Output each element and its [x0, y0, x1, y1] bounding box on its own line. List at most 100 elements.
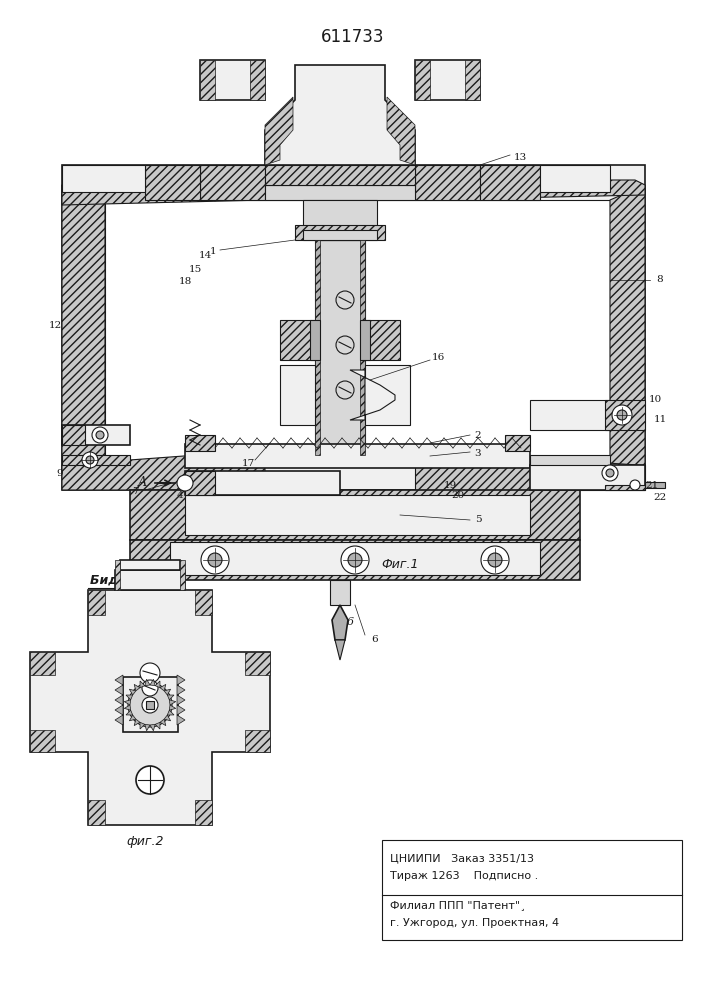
Circle shape: [336, 381, 354, 399]
Polygon shape: [150, 679, 155, 686]
Polygon shape: [415, 60, 480, 100]
Polygon shape: [200, 165, 265, 200]
Text: 6: 6: [372, 636, 378, 645]
Polygon shape: [140, 681, 145, 688]
Polygon shape: [365, 365, 410, 425]
Polygon shape: [245, 730, 270, 752]
Polygon shape: [168, 710, 174, 715]
Text: Бид А: Бид А: [90, 574, 132, 586]
Polygon shape: [245, 652, 270, 675]
Polygon shape: [134, 684, 140, 691]
Polygon shape: [134, 719, 140, 726]
Text: 1: 1: [210, 247, 216, 256]
Polygon shape: [115, 685, 123, 695]
Polygon shape: [169, 700, 176, 705]
Polygon shape: [177, 695, 185, 705]
Bar: [310, 320, 320, 360]
Text: 7: 7: [148, 786, 156, 794]
Polygon shape: [88, 590, 105, 615]
Polygon shape: [145, 165, 200, 200]
Text: 21: 21: [645, 481, 659, 489]
Polygon shape: [280, 320, 315, 360]
Text: 19: 19: [443, 481, 457, 489]
Circle shape: [201, 546, 229, 574]
Circle shape: [612, 405, 632, 425]
Circle shape: [82, 452, 98, 468]
Polygon shape: [250, 60, 265, 100]
Polygon shape: [415, 180, 645, 200]
Polygon shape: [465, 60, 480, 100]
Circle shape: [140, 663, 160, 683]
Polygon shape: [105, 200, 610, 465]
Circle shape: [488, 553, 502, 567]
Polygon shape: [177, 675, 185, 685]
Polygon shape: [115, 715, 123, 725]
Polygon shape: [62, 450, 265, 490]
Polygon shape: [530, 465, 645, 490]
Text: 11: 11: [653, 416, 667, 424]
Text: Фиг.1: Фиг.1: [381, 558, 419, 572]
Polygon shape: [195, 590, 212, 615]
Text: 14: 14: [199, 250, 211, 259]
Text: 3: 3: [474, 448, 481, 458]
Text: 12: 12: [48, 320, 62, 330]
Polygon shape: [177, 705, 185, 715]
Polygon shape: [30, 652, 55, 675]
Polygon shape: [129, 715, 136, 721]
Polygon shape: [332, 605, 348, 640]
Polygon shape: [155, 722, 160, 729]
Circle shape: [630, 480, 640, 490]
Circle shape: [348, 553, 362, 567]
Circle shape: [481, 546, 509, 574]
Text: 13: 13: [513, 152, 527, 161]
Polygon shape: [315, 240, 320, 455]
Polygon shape: [335, 640, 345, 660]
Polygon shape: [185, 435, 215, 451]
Polygon shape: [62, 165, 645, 490]
Polygon shape: [62, 425, 85, 445]
Text: 7: 7: [132, 488, 139, 496]
Polygon shape: [610, 185, 645, 470]
Polygon shape: [605, 400, 645, 430]
Polygon shape: [124, 700, 131, 705]
Polygon shape: [88, 800, 105, 825]
Polygon shape: [415, 60, 430, 100]
Polygon shape: [185, 471, 215, 495]
Text: Тираж 1263    Подписно .: Тираж 1263 Подписно .: [390, 871, 538, 881]
Circle shape: [617, 410, 627, 420]
Text: 2: 2: [222, 656, 228, 664]
Text: 16: 16: [431, 354, 445, 362]
Circle shape: [96, 431, 104, 439]
Polygon shape: [124, 705, 131, 710]
Polygon shape: [177, 715, 185, 725]
Polygon shape: [130, 540, 580, 580]
Polygon shape: [505, 435, 530, 451]
Text: Филиал ППП "Патент"¸: Филиал ППП "Патент"¸: [390, 900, 526, 910]
Polygon shape: [350, 370, 395, 420]
Text: 9: 9: [57, 468, 64, 478]
Text: 2: 2: [474, 430, 481, 440]
Polygon shape: [120, 560, 180, 570]
Text: 611733: 611733: [321, 28, 385, 46]
Polygon shape: [530, 400, 610, 430]
Polygon shape: [164, 715, 170, 721]
Text: 5: 5: [474, 516, 481, 524]
Circle shape: [341, 546, 369, 574]
Bar: [123, 677, 178, 732]
Circle shape: [142, 697, 158, 713]
Polygon shape: [150, 724, 155, 731]
Circle shape: [92, 427, 108, 443]
Polygon shape: [115, 705, 123, 715]
Polygon shape: [115, 570, 185, 590]
Text: А: А: [137, 477, 147, 489]
Text: ЦНИИПИ   Заказ 3351/13: ЦНИИПИ Заказ 3351/13: [390, 853, 534, 863]
Polygon shape: [169, 705, 176, 710]
Polygon shape: [30, 730, 55, 752]
Polygon shape: [303, 230, 377, 240]
Bar: [645, 482, 665, 488]
Polygon shape: [62, 455, 130, 465]
Polygon shape: [126, 695, 133, 700]
Polygon shape: [170, 542, 540, 575]
Polygon shape: [295, 225, 385, 240]
Circle shape: [142, 680, 158, 696]
